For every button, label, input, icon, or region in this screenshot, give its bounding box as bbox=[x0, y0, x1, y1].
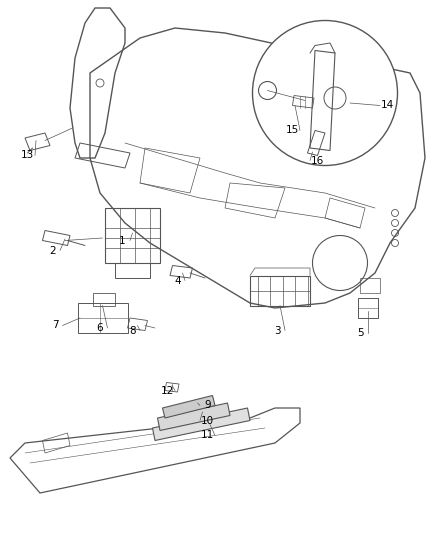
Text: 13: 13 bbox=[21, 150, 34, 160]
Text: 16: 16 bbox=[311, 156, 324, 166]
Text: 6: 6 bbox=[97, 323, 103, 333]
Text: 15: 15 bbox=[286, 125, 299, 135]
Text: 10: 10 bbox=[201, 416, 214, 425]
Polygon shape bbox=[152, 408, 250, 440]
Text: 3: 3 bbox=[274, 326, 281, 335]
Polygon shape bbox=[162, 395, 215, 418]
Polygon shape bbox=[158, 403, 230, 431]
Text: 4: 4 bbox=[174, 276, 181, 286]
Text: 11: 11 bbox=[201, 431, 214, 440]
Text: 12: 12 bbox=[161, 385, 174, 395]
Text: 2: 2 bbox=[49, 246, 56, 255]
Circle shape bbox=[252, 20, 398, 166]
Text: 9: 9 bbox=[204, 400, 211, 410]
Text: 5: 5 bbox=[357, 328, 363, 338]
Text: 1: 1 bbox=[119, 236, 126, 246]
Text: 14: 14 bbox=[381, 101, 394, 110]
Text: 8: 8 bbox=[129, 326, 136, 335]
Text: 7: 7 bbox=[52, 320, 58, 330]
